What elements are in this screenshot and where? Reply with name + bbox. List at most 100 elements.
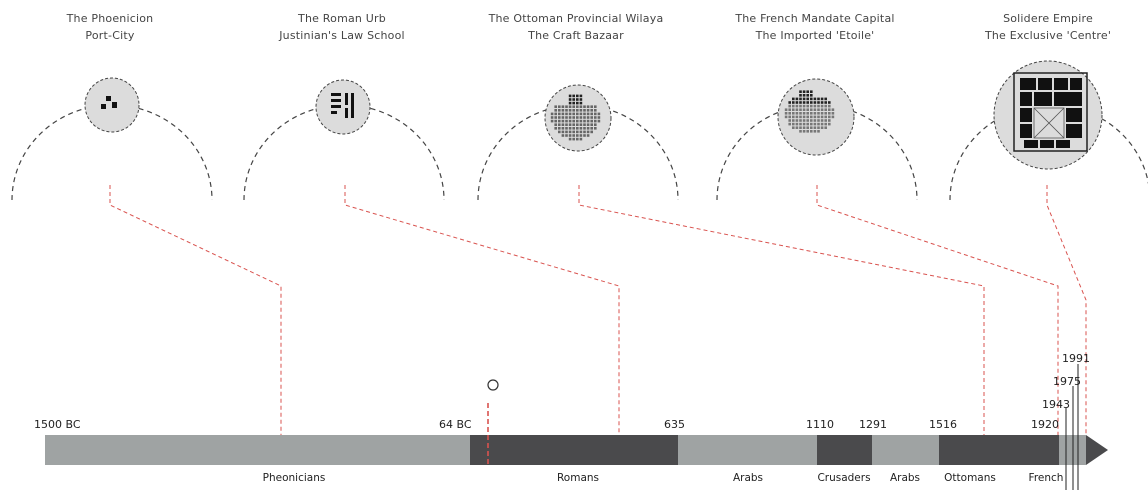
period-segment-pheonicians bbox=[45, 435, 470, 465]
map-block bbox=[586, 130, 590, 134]
era-map-solidere bbox=[993, 60, 1103, 170]
map-block bbox=[568, 130, 572, 134]
map-block bbox=[554, 119, 557, 123]
map-block bbox=[813, 119, 817, 122]
map-block bbox=[810, 119, 813, 122]
era-title-line2: The Exclusive 'Centre' bbox=[984, 29, 1112, 42]
era-map-roman bbox=[315, 79, 371, 135]
map-block bbox=[594, 109, 597, 112]
year-label-1943: 1943 bbox=[1042, 398, 1070, 411]
map-block bbox=[784, 112, 788, 115]
map-block bbox=[568, 112, 572, 116]
era-arc-roman bbox=[243, 104, 445, 201]
map-block bbox=[554, 123, 557, 126]
era-title-french: The French Mandate Capital The Imported … bbox=[705, 10, 925, 44]
map-block bbox=[817, 108, 820, 111]
origin-marker-circle bbox=[487, 379, 499, 391]
map-block bbox=[583, 105, 586, 108]
map-block bbox=[831, 115, 835, 119]
map-block bbox=[572, 101, 575, 105]
map-block bbox=[828, 119, 831, 122]
map-block bbox=[824, 122, 827, 126]
map-block bbox=[817, 119, 820, 122]
map-block bbox=[820, 101, 824, 104]
map-block bbox=[554, 109, 557, 112]
map-block bbox=[586, 116, 590, 119]
map-block bbox=[576, 101, 579, 105]
map-block bbox=[561, 130, 565, 134]
map-block bbox=[831, 112, 835, 115]
map-block bbox=[576, 130, 579, 134]
map-block bbox=[554, 127, 557, 130]
map-block bbox=[594, 119, 597, 123]
map-block bbox=[799, 126, 802, 129]
connector-ottoman bbox=[578, 185, 985, 448]
period-label-romans: Romans bbox=[557, 472, 599, 484]
period-label-pheonicians: Pheonicians bbox=[263, 472, 326, 484]
map-block bbox=[590, 119, 593, 123]
map-block bbox=[576, 137, 579, 141]
year-label-1920: 1920 bbox=[1031, 418, 1059, 431]
map-block bbox=[817, 130, 820, 133]
map-block bbox=[817, 101, 820, 104]
era-title-line2: The Imported 'Etoile' bbox=[755, 29, 875, 42]
map-block bbox=[561, 116, 565, 119]
map-block bbox=[579, 105, 583, 108]
map-block bbox=[565, 127, 568, 130]
year-labels: 1500 BC 64 BC 635 1110 1291 1516 1920 19… bbox=[34, 352, 1090, 431]
map-block bbox=[590, 116, 593, 119]
map-block bbox=[583, 123, 586, 126]
era-title-line1: Solidere Empire bbox=[1003, 12, 1093, 25]
map-block bbox=[810, 115, 813, 119]
era-title-line1: The Roman Urb bbox=[298, 12, 386, 25]
map-block bbox=[788, 104, 791, 108]
map-block bbox=[568, 119, 572, 123]
map-block bbox=[810, 97, 813, 101]
map-block bbox=[550, 119, 554, 123]
era-title-line1: The Ottoman Provincial Wilaya bbox=[488, 12, 664, 25]
map-block bbox=[784, 108, 788, 111]
map-block bbox=[795, 122, 799, 126]
map-block bbox=[561, 119, 565, 123]
map-block bbox=[813, 97, 817, 101]
period-label-crusaders: Crusaders bbox=[817, 472, 870, 484]
map-block bbox=[590, 105, 593, 108]
map-block bbox=[820, 126, 824, 129]
map-block bbox=[810, 108, 813, 111]
map-block bbox=[565, 112, 568, 116]
map-block bbox=[576, 127, 579, 130]
map-block bbox=[576, 109, 579, 112]
map-block bbox=[817, 104, 820, 108]
map-block bbox=[586, 123, 590, 126]
map-block bbox=[831, 108, 835, 111]
map-block bbox=[806, 119, 809, 122]
map-block bbox=[810, 90, 813, 93]
map-block bbox=[788, 112, 791, 115]
map-block bbox=[572, 123, 575, 126]
map-block bbox=[558, 109, 561, 112]
map-block bbox=[554, 105, 557, 108]
map-block bbox=[795, 97, 799, 101]
map-block bbox=[788, 119, 791, 122]
map-block bbox=[572, 109, 575, 112]
map-block bbox=[820, 115, 824, 119]
map-block bbox=[802, 126, 806, 129]
map-block bbox=[813, 108, 817, 111]
era-title-ottoman: The Ottoman Provincial Wilaya The Craft … bbox=[466, 10, 686, 44]
map-block bbox=[572, 112, 575, 116]
map-block bbox=[802, 90, 806, 93]
map-block bbox=[561, 112, 565, 116]
map-block bbox=[810, 94, 813, 97]
year-label-64bc: 64 BC bbox=[439, 418, 472, 431]
year-label-start: 1500 BC bbox=[34, 418, 81, 431]
map-block bbox=[792, 122, 795, 126]
map-block bbox=[806, 104, 809, 108]
connector-lines bbox=[109, 185, 1087, 448]
map-block bbox=[579, 119, 583, 123]
map-block bbox=[590, 127, 593, 130]
map-block bbox=[806, 115, 809, 119]
map-block bbox=[795, 112, 799, 115]
map-block bbox=[565, 109, 568, 112]
map-block bbox=[576, 94, 579, 98]
